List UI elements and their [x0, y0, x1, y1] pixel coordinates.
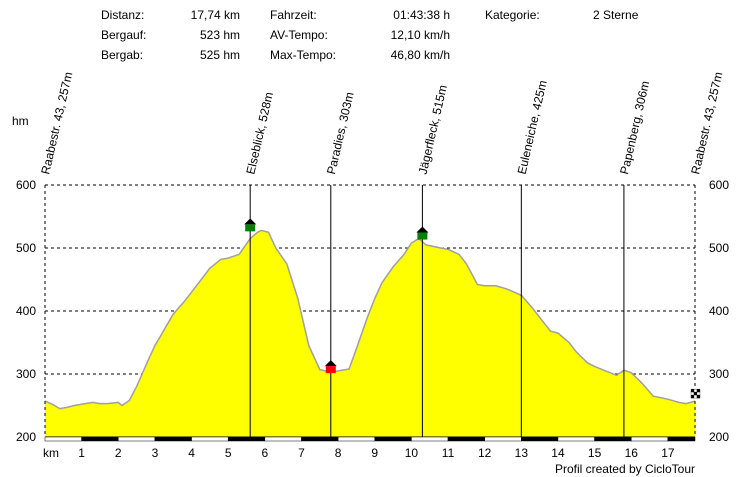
finish-flag-icon [690, 388, 701, 399]
x-tick-17: 17 [661, 446, 675, 460]
km-segment-5 [227, 436, 266, 442]
descent-value: 525 hm [199, 48, 240, 62]
category-label: Kategorie: [485, 8, 540, 22]
y-tick-left-200: 200 [16, 430, 36, 444]
km-segment-11 [447, 436, 485, 442]
elevation-area [45, 230, 695, 437]
y-axis-label: hm [12, 114, 29, 128]
x-tick-7: 7 [298, 446, 305, 460]
distance-value: 17,74 km [190, 8, 240, 22]
max-speed-value: 46,80 km/h [390, 48, 450, 62]
marker-label-6: Raabestr. 43, 257m [688, 70, 725, 175]
credit-text: Profil created by CicloTour [554, 462, 695, 476]
x-tick-15: 15 [588, 446, 602, 460]
x-tick-4: 4 [188, 446, 195, 460]
x-tick-11: 11 [442, 446, 455, 460]
flag-cell [693, 394, 698, 399]
km-segment-12 [484, 436, 522, 442]
flag-cell [693, 391, 698, 396]
km-segment-7 [301, 436, 339, 442]
y-tick-right-200: 200 [709, 430, 729, 444]
y-tick-left-300: 300 [16, 367, 36, 381]
marker-label-0: Raabestr. 43, 257m [38, 70, 75, 175]
marker-label-4: Euleneiche, 425m [515, 79, 550, 176]
marker-icon-1 [245, 224, 256, 232]
y-tick-right-500: 500 [709, 241, 729, 255]
climb-label: Bergauf: [101, 28, 147, 42]
km-segment-13 [521, 436, 559, 442]
km-segment-10 [411, 436, 449, 442]
flag-cell [696, 388, 701, 393]
ride-time-value: 01:43:38 h [393, 8, 450, 22]
km-segment-8 [337, 436, 376, 442]
flag-cell [693, 388, 698, 393]
x-tick-3: 3 [152, 446, 159, 460]
marker-label-3: Jägerfleck, 515m [416, 83, 450, 175]
km-segment-2 [118, 436, 156, 442]
avg-speed-value: 12,10 km/h [390, 28, 450, 42]
x-tick-12: 12 [478, 446, 492, 460]
km-segment-17 [667, 436, 696, 442]
x-tick-10: 10 [405, 446, 419, 460]
flag-cell [690, 388, 695, 393]
x-tick-13: 13 [515, 446, 529, 460]
y-tick-right-400: 400 [709, 304, 729, 318]
km-segment-14 [557, 436, 595, 442]
x-axis-label: km [43, 446, 59, 460]
km-segment-3 [154, 436, 192, 442]
x-tick-1: 1 [78, 446, 85, 460]
climb-value: 523 hm [199, 28, 240, 42]
marker-roof-3 [416, 226, 429, 233]
area-layer [44, 229, 696, 437]
marker-label-5: Papenberg, 306m [617, 80, 652, 176]
stats-panel: Distanz: 17,74 km Bergauf: 523 hm Bergab… [0, 0, 740, 70]
elevation-line [44, 229, 696, 410]
ride-time-label: Fahrzeit: [270, 8, 317, 22]
x-tick-5: 5 [225, 446, 232, 460]
marker-roof-2 [324, 360, 337, 367]
y-tick-left-600: 600 [16, 178, 36, 192]
distance-label: Distanz: [101, 8, 145, 22]
flag-cell [696, 394, 701, 399]
y-tick-left-500: 500 [16, 241, 36, 255]
x-tick-8: 8 [335, 446, 342, 460]
category-value: 2 Sterne [593, 8, 639, 22]
marker-roof-1 [244, 218, 257, 225]
y-tick-left-400: 400 [16, 304, 36, 318]
km-segment-16 [630, 436, 669, 442]
x-tick-14: 14 [551, 446, 565, 460]
x-tick-6: 6 [261, 446, 268, 460]
km-segment-1 [81, 436, 119, 442]
y-tick-right-600: 600 [709, 178, 729, 192]
x-tick-16: 16 [625, 446, 639, 460]
avg-speed-label: AV-Tempo: [270, 28, 328, 42]
max-speed-label: Max-Tempo: [270, 48, 337, 62]
y-tick-right-300: 300 [709, 367, 729, 381]
descent-label: Bergab: [101, 48, 144, 62]
marker-label-1: Elseblick, 528m [243, 91, 276, 176]
flag-cell [690, 391, 695, 396]
marker-label-2: Paradies, 303m [324, 91, 357, 176]
km-segment-9 [374, 436, 412, 442]
x-tick-9: 9 [371, 446, 378, 460]
km-segment-4 [191, 436, 229, 442]
km-segment-0 [44, 436, 82, 442]
marker-icon-2 [325, 366, 336, 374]
flag-cell [690, 394, 695, 399]
flag-cell [696, 391, 701, 396]
x-tick-2: 2 [115, 446, 122, 460]
km-segment-6 [264, 436, 302, 442]
marker-icon-3 [417, 232, 428, 240]
km-segment-15 [594, 436, 632, 442]
